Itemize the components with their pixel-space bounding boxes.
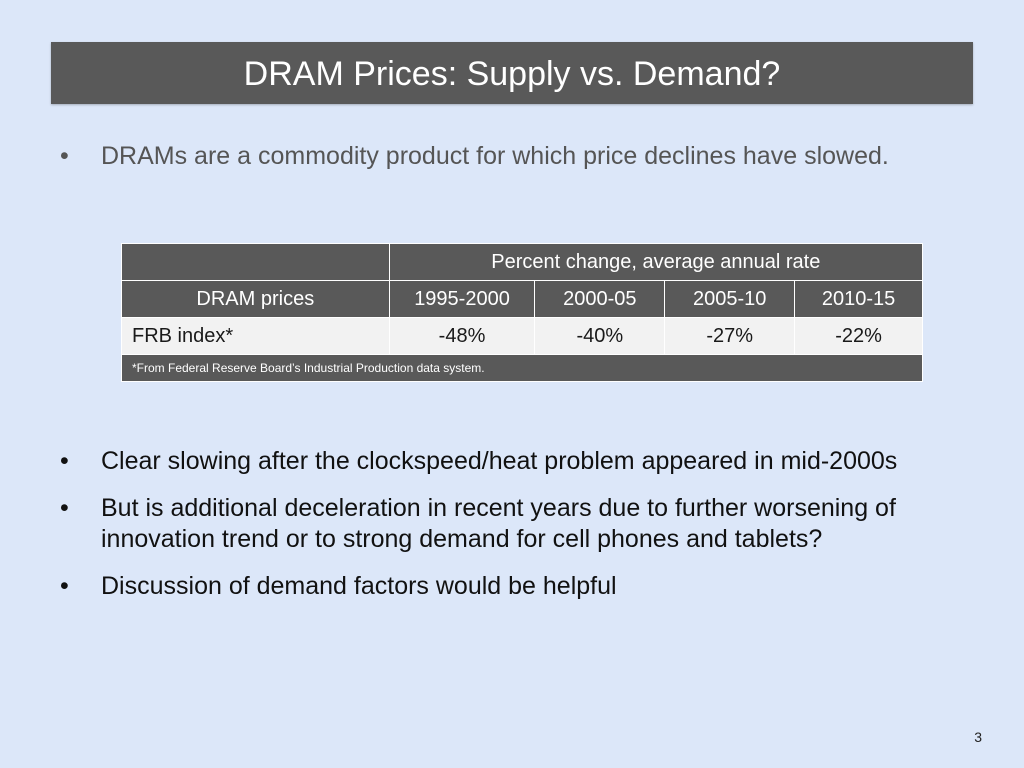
column-header: 2005-10 bbox=[664, 280, 796, 318]
bullet-marker: • bbox=[60, 494, 69, 522]
slide-title-bar: DRAM Prices: Supply vs. Demand? bbox=[51, 42, 973, 104]
table-column-header-row: DRAM prices 1995-2000 2000-05 2005-10 20… bbox=[121, 280, 923, 318]
bullet-item: • But is additional deceleration in rece… bbox=[60, 493, 960, 555]
column-header: 1995-2000 bbox=[388, 280, 536, 318]
main-bullet-list: • Clear slowing after the clockspeed/hea… bbox=[60, 446, 960, 618]
bullet-marker: • bbox=[60, 572, 69, 600]
table-row: FRB index* -48% -40% -27% -22% bbox=[121, 317, 923, 355]
table-footnote-row: *From Federal Reserve Board’s Industrial… bbox=[121, 354, 923, 382]
row-label: FRB index* bbox=[121, 317, 390, 355]
page-number: 3 bbox=[974, 729, 982, 745]
intro-bullet: • DRAMs are a commodity product for whic… bbox=[60, 141, 920, 172]
bullet-marker: • bbox=[60, 142, 69, 170]
bullet-item: • Discussion of demand factors would be … bbox=[60, 571, 960, 602]
column-header: 2010-15 bbox=[794, 280, 923, 318]
intro-bullet-list: • DRAMs are a commodity product for whic… bbox=[60, 141, 920, 172]
bullet-text: Clear slowing after the clockspeed/heat … bbox=[101, 447, 898, 475]
table-cell: -48% bbox=[388, 317, 536, 355]
table-cell: -22% bbox=[794, 317, 923, 355]
table-row-header: DRAM prices bbox=[121, 280, 390, 318]
bullet-item: • Clear slowing after the clockspeed/hea… bbox=[60, 446, 960, 477]
table-footnote: *From Federal Reserve Board’s Industrial… bbox=[121, 354, 923, 382]
table-cell: -27% bbox=[664, 317, 796, 355]
table-corner-cell bbox=[121, 243, 390, 281]
dram-price-table: Percent change, average annual rate DRAM… bbox=[121, 243, 924, 382]
table-group-header-row: Percent change, average annual rate bbox=[121, 243, 924, 281]
table-group-header: Percent change, average annual rate bbox=[388, 243, 924, 281]
column-header: 2000-05 bbox=[534, 280, 666, 318]
table-cell: -40% bbox=[534, 317, 666, 355]
bullet-text: Discussion of demand factors would be he… bbox=[101, 572, 617, 600]
bullet-marker: • bbox=[60, 447, 69, 475]
intro-bullet-text: DRAMs are a commodity product for which … bbox=[101, 142, 889, 170]
slide-title: DRAM Prices: Supply vs. Demand? bbox=[243, 55, 781, 93]
bullet-text: But is additional deceleration in recent… bbox=[101, 494, 896, 553]
